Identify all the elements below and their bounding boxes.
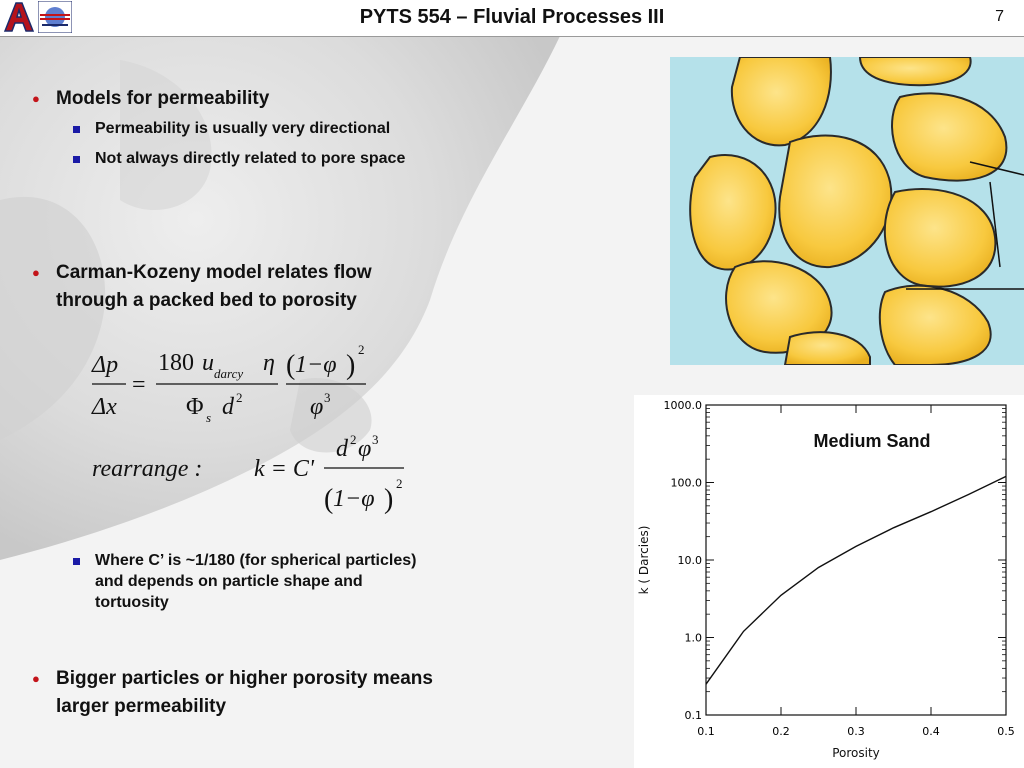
sub-bullet-item: Not always directly related to pore spac…: [73, 148, 435, 169]
bullet-dot-icon: ●: [32, 265, 40, 280]
eq-phi3: φ: [358, 436, 371, 462]
sub-bullet-item: Where C’ is ~1/180 (for spherical partic…: [73, 550, 435, 613]
bullet-square-icon: [73, 126, 80, 133]
permeability-chart: 0.1 1.0 10.0 100.0 1000.0 0.1 0.2 0.3 0.4 0.5 Me…: [634, 395, 1024, 768]
chart-xlabel: Porosity: [832, 746, 880, 760]
sand-grains-illustration: [670, 57, 1024, 365]
title-bar: PYTS 554 – Fluvial Processes III 7: [0, 0, 1024, 37]
eq-d-exponent: 2: [236, 390, 243, 405]
eq-dx: Δx: [91, 394, 117, 420]
eq-phi: φ: [310, 394, 323, 420]
x-tick-label: 0.1: [697, 725, 715, 738]
eq-d2-exponent: 2: [350, 432, 357, 447]
eq-eta: η: [263, 350, 275, 376]
bullet-square-icon: [73, 156, 80, 163]
y-tick-label: 1.0: [685, 632, 703, 645]
eq-dp: Δp: [91, 352, 118, 378]
eq-180: 180: [158, 350, 194, 376]
chart-title: Medium Sand: [813, 431, 930, 451]
eq-exp-3: 3: [324, 390, 331, 405]
x-tick-label: 0.5: [997, 725, 1015, 738]
eq-d: d: [222, 394, 235, 420]
x-tick-label: 0.2: [772, 725, 790, 738]
chart-ylabel: k ( Darcies): [637, 526, 651, 595]
lpl-logo: [38, 1, 72, 33]
eq-u: u: [202, 350, 214, 376]
eq-paren-l2: (: [324, 484, 333, 515]
eq-phi-s: Φ: [186, 394, 204, 420]
eq-u-subscript: darcy: [214, 366, 243, 381]
page-number: 7: [995, 8, 1004, 25]
x-tick-label: 0.4: [922, 725, 940, 738]
x-tick-label: 0.3: [847, 725, 865, 738]
eq-rearrange: rearrange :: [92, 456, 202, 482]
sub-bullet-item: Permeability is usually very directional: [73, 118, 475, 139]
university-logo: [2, 1, 36, 33]
bullet-item: ● Models for permeability: [32, 85, 436, 113]
page-title: PYTS 554 – Fluvial Processes III: [359, 6, 665, 28]
eq-paren-r2: ): [384, 484, 393, 515]
eq-paren-l: (: [286, 350, 295, 381]
carman-kozeny-equation: Δp Δx = 180 u darcy η Φ s d 2 ( 1−φ ) 2 …: [91, 342, 404, 515]
eq-phi3-exponent: 3: [372, 432, 379, 447]
y-tick-label: 0.1: [685, 709, 703, 722]
eq-paren-r: ): [346, 350, 355, 381]
y-tick-label: 1000.0: [664, 399, 703, 412]
y-tick-label: 100.0: [671, 477, 703, 490]
bullet-square-icon: [73, 558, 80, 565]
bullet-item: ● Bigger particles or higher porosity me…: [32, 665, 446, 721]
eq-s-subscript: s: [206, 410, 211, 425]
eq-exp-2: 2: [358, 342, 365, 357]
bullet-dot-icon: ●: [32, 91, 40, 106]
y-tick-label: 10.0: [678, 554, 703, 567]
bullet-item: ● Carman-Kozeny model relates flow throu…: [32, 259, 446, 315]
eq-d2: d: [336, 436, 349, 462]
eq-equals: =: [132, 372, 146, 398]
eq-k-equals: k = C': [254, 456, 315, 482]
eq-one-minus-phi: 1−φ: [295, 352, 336, 378]
chart-series-line: [705, 475, 1007, 685]
eq-exp-2b: 2: [396, 476, 403, 491]
eq-one-minus-phi-2: 1−φ: [333, 486, 374, 512]
bullet-dot-icon: ●: [32, 671, 40, 686]
